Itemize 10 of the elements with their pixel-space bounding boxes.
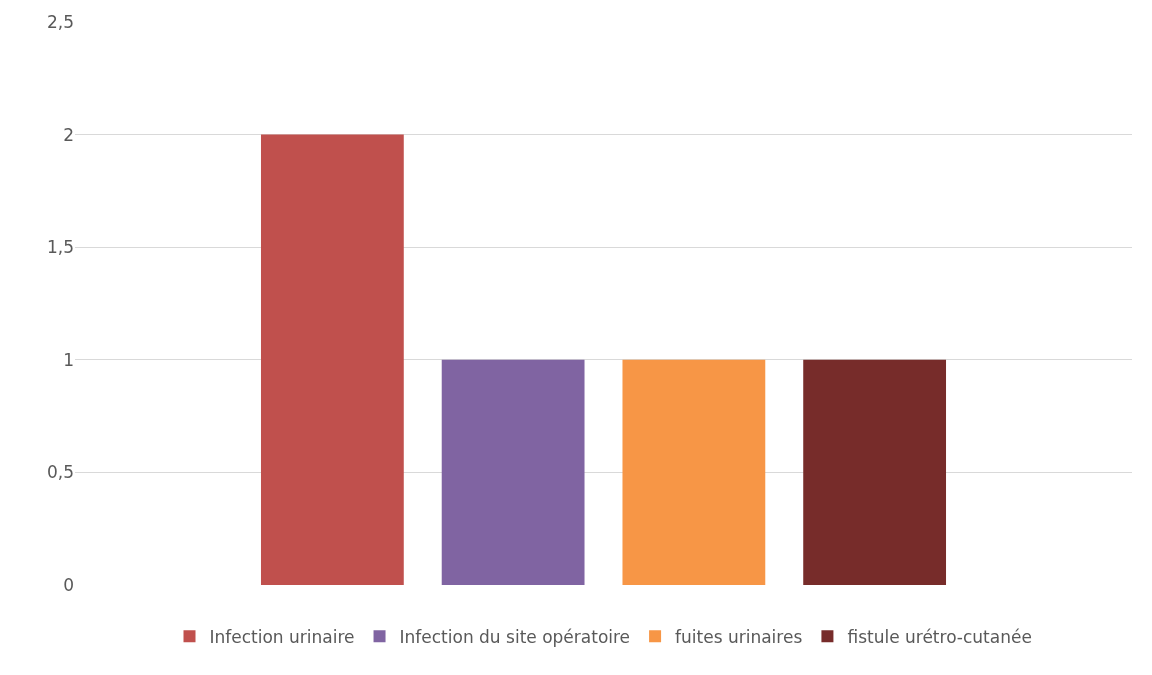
legend-label: fuites urinaires (675, 626, 803, 647)
y-tick-label: 2,5 (46, 11, 74, 32)
y-tick-label: 1,5 (46, 237, 74, 258)
y-tick-label: 0 (63, 574, 74, 595)
y-tick-label: 0,5 (46, 462, 74, 483)
y-tick-label: 2 (63, 124, 74, 145)
y-tick-label: 1 (63, 349, 74, 370)
legend-label: Infection du site opératoire (399, 626, 631, 647)
legend-label: fistule urétro-cutanée (847, 626, 1032, 647)
legend-label: Infection urinaire (209, 626, 355, 647)
